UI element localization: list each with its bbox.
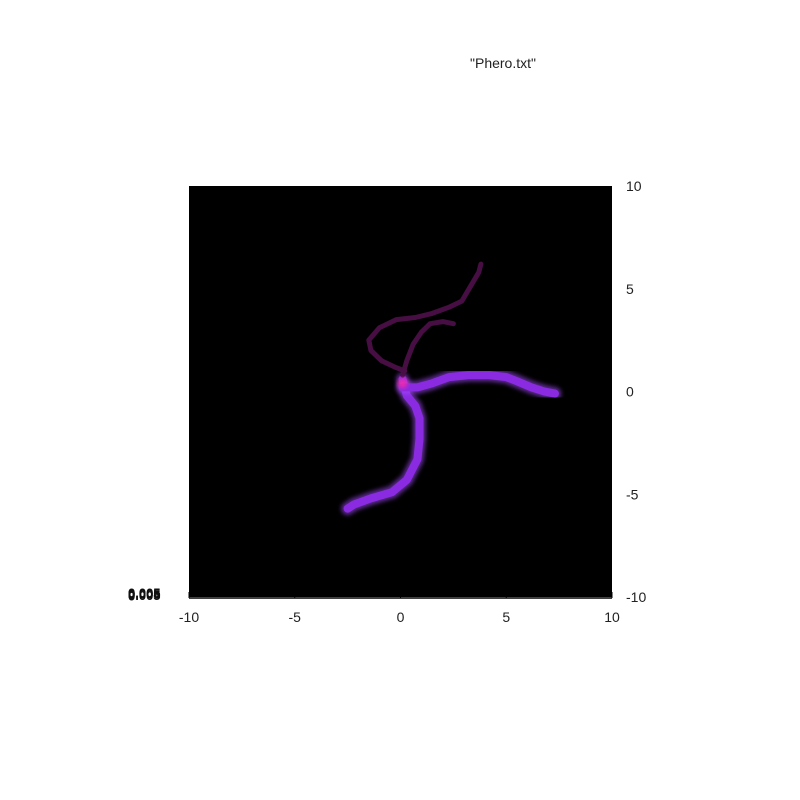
colorbar-label: 0.005 bbox=[128, 585, 161, 600]
trail-core bbox=[400, 319, 456, 378]
colorbar-label: 0 bbox=[128, 588, 135, 603]
trail-core bbox=[398, 371, 559, 398]
colorbar-label: 0 bbox=[128, 586, 135, 601]
chart-title: "Phero.txt" bbox=[470, 55, 536, 71]
nest-hotspot bbox=[397, 378, 408, 389]
y-tick-label: 0 bbox=[626, 384, 634, 400]
trail-core bbox=[366, 261, 484, 374]
colorbar-label: 0.005 bbox=[128, 587, 161, 602]
x-tick-label: -10 bbox=[179, 609, 199, 625]
y-tick-label: 10 bbox=[626, 178, 642, 194]
trail-core bbox=[343, 375, 424, 513]
trail-3 bbox=[400, 319, 456, 378]
x-tick-label: 0 bbox=[397, 609, 405, 625]
y-tick-label: 5 bbox=[626, 281, 634, 297]
x-tick-label: -5 bbox=[289, 609, 302, 625]
trail-1 bbox=[341, 372, 426, 516]
x-tick-label: 10 bbox=[604, 609, 620, 625]
trail-2 bbox=[396, 368, 562, 401]
trail-layer bbox=[341, 261, 562, 516]
trail-4 bbox=[366, 261, 484, 374]
colorbar-label: 0.005 bbox=[128, 588, 161, 603]
y-tick-label: -5 bbox=[626, 486, 639, 502]
colorbar-label: 0 bbox=[128, 587, 135, 602]
x-tick-label: 5 bbox=[502, 609, 510, 625]
y-tick-label: -10 bbox=[626, 589, 646, 605]
y-axis-ticks: 10 5 0 -5 -10 bbox=[626, 178, 646, 605]
x-axis-ticks: -10 -5 0 5 10 bbox=[179, 592, 620, 625]
